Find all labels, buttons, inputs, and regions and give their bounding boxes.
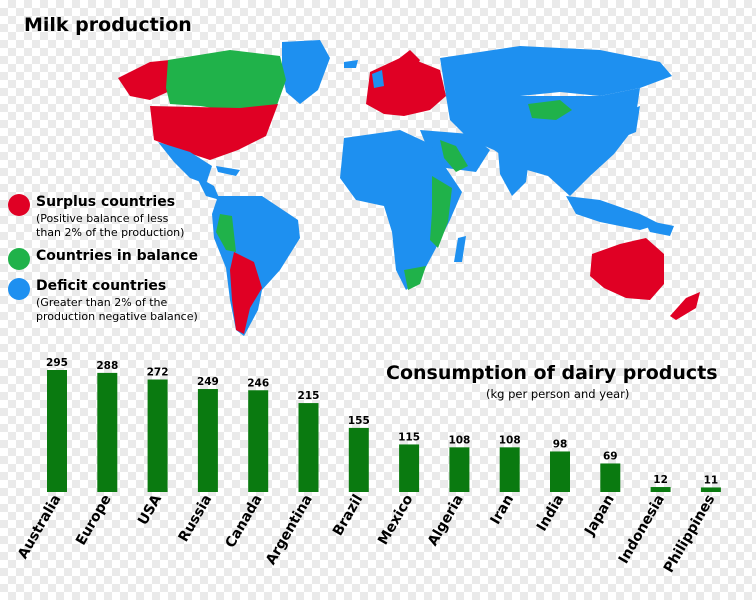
bar-brazil (348, 427, 369, 492)
category-label: Australia (15, 492, 64, 562)
bar-argentina (298, 403, 319, 492)
bar-value-label: 69 (603, 450, 618, 462)
bar-value-label: 11 (704, 474, 719, 486)
bar-usa (147, 379, 168, 492)
new-zealand-region (670, 292, 700, 320)
legend-note: than 2% of the production) (36, 226, 185, 239)
bar-indonesia (650, 487, 671, 492)
africa-region (340, 130, 462, 290)
category-label: USA (135, 492, 165, 528)
bar-philippines (700, 487, 721, 492)
category-label: India (534, 492, 568, 534)
japan-region (626, 106, 640, 136)
category-label: Japan (581, 492, 617, 539)
asia-region (446, 88, 640, 196)
category-label: Algeria (425, 492, 467, 549)
consumption-title: Consumption of dairy products (386, 362, 718, 384)
category-label: Brazil (330, 492, 366, 539)
russia-region (440, 46, 672, 104)
bar-value-label: 115 (398, 431, 420, 443)
bar-value-label: 12 (653, 474, 668, 486)
usa-region (150, 104, 278, 160)
bar-value-label: 295 (46, 357, 68, 369)
scandinavia-region (392, 50, 420, 78)
legend-note: production negative balance) (36, 310, 198, 323)
arabia-balance-region (440, 140, 468, 172)
bar-mexico (399, 444, 420, 492)
argentina-region (230, 252, 262, 334)
legend-label: Surplus countries (36, 194, 176, 210)
category-label: Indonesia (616, 492, 668, 567)
mexico-region (158, 142, 212, 184)
south-africa-balance-region (404, 266, 426, 290)
bar-algeria (449, 447, 470, 492)
bar-japan (600, 463, 621, 492)
southeast-asia-region (566, 196, 660, 230)
india-region (498, 150, 530, 196)
bar-value-label: 98 (553, 438, 568, 450)
legend-label: Countries in balance (36, 248, 199, 264)
legend-note: (Greater than 2% of the (36, 296, 168, 309)
new-guinea-region (644, 220, 674, 236)
mongolia-region (528, 100, 572, 120)
bar-value-label: 155 (348, 415, 370, 427)
legend-item-deficit: Deficit countries (Greater than 2% of th… (8, 276, 238, 324)
category-label: Mexico (375, 492, 417, 548)
map-legend: Surplus countries (Positive balance of l… (8, 192, 238, 330)
uk-region (372, 70, 384, 88)
australia-region (590, 238, 664, 300)
legend-item-surplus: Surplus countries (Positive balance of l… (8, 192, 238, 240)
alaska-region (118, 60, 172, 100)
bar-value-label: 246 (247, 377, 269, 389)
bar-value-label: 272 (147, 367, 169, 379)
bar-value-label: 108 (499, 434, 521, 446)
bar-value-label: 288 (96, 360, 118, 372)
surplus-color-swatch (8, 194, 30, 216)
greenland-region (282, 40, 330, 104)
andean-balance-region (216, 214, 236, 252)
bar-russia (197, 389, 218, 492)
east-africa-balance-region (430, 176, 452, 248)
bar-iran (499, 447, 520, 492)
central-america-region (196, 176, 220, 200)
category-label: Philippines (661, 492, 718, 576)
legend-item-balance: Countries in balance (8, 246, 238, 270)
map-title: Milk production (24, 14, 192, 36)
category-label: Canada (223, 492, 266, 551)
europe-region (366, 58, 446, 116)
bar-value-label: 249 (197, 376, 219, 388)
category-label: Iran (488, 492, 518, 527)
bar-india (550, 451, 570, 492)
canada-region (166, 50, 286, 112)
category-label: Argentina (263, 492, 316, 568)
bar-value-label: 108 (448, 434, 470, 446)
deficit-color-swatch (8, 278, 30, 300)
legend-note: (Positive balance of less (36, 212, 169, 225)
bar-value-label: 215 (298, 390, 320, 402)
caribbean-region (216, 166, 240, 176)
category-label: Russia (176, 492, 216, 545)
category-label: Europe (73, 492, 115, 548)
world-map (118, 40, 700, 336)
balance-color-swatch (8, 248, 30, 270)
bar-australia (47, 370, 67, 492)
consumption-subtitle: (kg per person and year) (486, 387, 630, 401)
legend-label: Deficit countries (36, 278, 167, 294)
madagascar-region (454, 236, 466, 262)
iceland-region (344, 60, 358, 68)
bar-europe (97, 372, 118, 492)
bar-canada (248, 390, 269, 492)
